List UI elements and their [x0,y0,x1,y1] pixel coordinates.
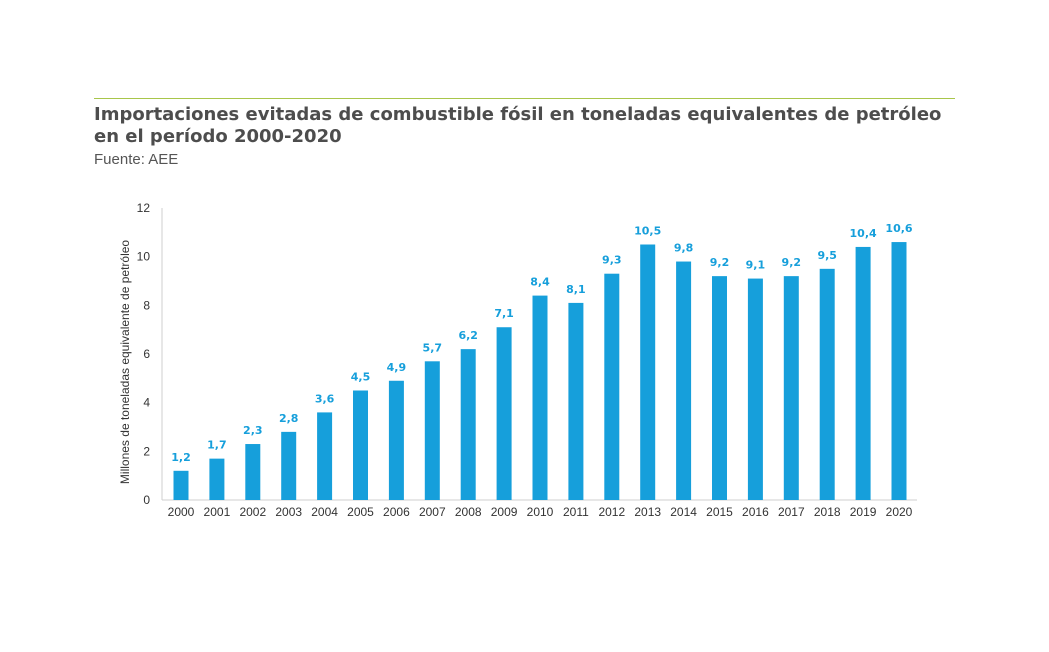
x-tick-label: 2004 [311,505,338,519]
data-label: 8,1 [566,283,586,296]
data-label: 2,8 [279,412,299,425]
x-tick-label: 2007 [419,505,446,519]
chart-title: Importaciones evitadas de combustible fó… [94,104,942,147]
data-label: 9,2 [782,256,802,269]
bar [353,390,368,500]
x-tick-label: 2010 [527,505,554,519]
data-label: 10,6 [885,222,912,235]
title-rule [94,98,955,99]
x-tick-label: 2014 [670,505,697,519]
chart-source: Fuente: AEE [94,151,179,168]
y-axis-label: Millones de toneladas equivalente de pet… [118,240,132,484]
x-tick-label: 2020 [886,505,913,519]
x-tick-label: 2001 [204,505,231,519]
y-tick-label: 12 [137,201,151,215]
x-tick-label: 2000 [168,505,195,519]
x-tick-label: 2015 [706,505,733,519]
bar [424,361,440,500]
data-label: 10,5 [634,225,661,238]
x-tick-label: 2006 [383,505,410,519]
x-tick-label: 2005 [347,505,374,519]
data-label: 4,9 [387,361,407,374]
data-label: 8,4 [530,276,550,289]
x-tick-label: 2003 [275,505,302,519]
x-tick-label: 2009 [491,505,518,519]
data-label: 1,7 [207,439,227,452]
y-tick-label: 2 [143,444,150,458]
bar [532,295,548,500]
x-tick-label: 2011 [563,505,589,519]
bar [496,327,512,500]
data-label: 9,5 [817,249,837,262]
bar [676,261,692,500]
x-tick-label: 2008 [455,505,482,519]
bar [317,412,333,500]
bar [209,458,225,500]
x-tick-label: 2017 [778,505,805,519]
bar [640,244,656,500]
bar [604,273,620,500]
bar [281,431,297,500]
data-label: 2,3 [243,424,263,437]
data-label: 9,2 [710,256,730,269]
bar [173,470,189,500]
bar [460,349,476,500]
bar [783,276,799,500]
x-tick-label: 2018 [814,505,841,519]
data-label: 9,3 [602,254,622,267]
bar [245,444,261,500]
data-label: 10,4 [850,227,877,240]
y-tick-label: 0 [143,493,150,507]
x-tick-label: 2002 [239,505,266,519]
bar [712,276,727,500]
data-label: 9,8 [674,242,694,255]
bar [891,242,907,501]
bar [388,380,404,500]
data-label: 3,6 [315,392,335,405]
x-tick-label: 2016 [742,505,769,519]
bar [747,278,763,500]
data-label: 5,7 [423,341,443,354]
x-tick-label: 2019 [850,505,877,519]
data-label: 9,1 [746,259,766,272]
y-tick-label: 10 [137,250,151,264]
x-tick-label: 2013 [634,505,661,519]
y-tick-label: 4 [143,396,150,410]
data-label: 1,2 [171,451,191,464]
bar [819,268,835,500]
data-label: 4,5 [351,371,371,384]
data-label: 6,2 [458,329,478,342]
x-tick-label: 2012 [598,505,625,519]
y-tick-label: 6 [143,347,150,361]
bar [855,246,871,500]
data-label: 7,1 [494,307,514,320]
bar [568,302,584,500]
y-tick-label: 8 [143,298,150,312]
